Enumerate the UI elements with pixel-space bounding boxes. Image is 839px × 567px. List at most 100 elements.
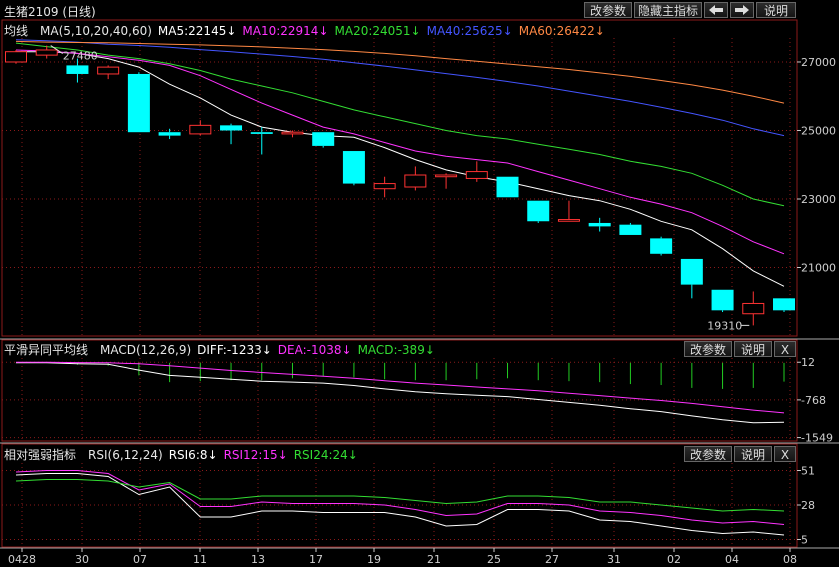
candle[interactable]	[650, 236, 673, 256]
panel-frame	[1, 443, 798, 548]
macd-legend-item: DIFF:-1233↓	[197, 343, 272, 357]
rsi-close-button[interactable]: X	[774, 446, 796, 462]
candle[interactable]	[711, 289, 734, 313]
candle-body-up	[189, 124, 212, 135]
candle[interactable]	[281, 130, 304, 138]
candle-body-down	[66, 65, 89, 74]
candle[interactable]	[5, 49, 27, 64]
candle[interactable]	[66, 58, 89, 83]
main-y-tick-label: 23000	[801, 193, 836, 206]
ma-legend-item: MA(5,10,20,40,60)	[40, 24, 152, 38]
prev-button[interactable]	[704, 2, 728, 18]
candle[interactable]	[465, 161, 488, 182]
candle[interactable]	[680, 258, 703, 299]
high-price-label: 27480	[63, 50, 98, 63]
candle[interactable]	[557, 200, 580, 222]
candle[interactable]	[220, 123, 243, 145]
help-button-main[interactable]: 说明	[756, 2, 796, 18]
ma-line-ma60	[15, 40, 785, 104]
candle-body-down	[342, 151, 365, 184]
panel-frame	[1, 19, 798, 337]
candle-body-up	[97, 66, 120, 75]
main-y-tick-label: 27000	[801, 56, 836, 69]
macd-legend-item: DEA:-1038↓	[277, 343, 352, 357]
high-pointer	[50, 45, 63, 54]
window-title: 生猪2109 (日线)	[4, 5, 96, 19]
rsi-indicator-name: 相对强弱指标	[4, 448, 77, 462]
candle[interactable]	[742, 291, 765, 326]
arrow-right-icon	[735, 5, 749, 15]
candle[interactable]	[127, 72, 150, 133]
ma-legend-item: MA5:22145↓	[157, 24, 237, 38]
candle[interactable]	[189, 120, 212, 136]
ma-legend-item: MA20:24051↓	[334, 24, 421, 38]
candle[interactable]	[342, 151, 365, 186]
ma-line-ma20	[15, 42, 785, 207]
main-y-tick-label: 21000	[801, 261, 836, 274]
candle[interactable]	[158, 128, 181, 140]
macd-plot-area	[15, 361, 785, 424]
rsi-legend-item: RSI12:15↓	[223, 448, 288, 462]
panel-frame	[1, 339, 798, 442]
candle-body-up	[5, 51, 27, 63]
x-tick-label: 08	[783, 553, 797, 566]
x-tick-label: 27	[545, 553, 559, 566]
candle[interactable]	[527, 200, 550, 223]
candle-body-down	[220, 125, 243, 131]
candle[interactable]	[373, 176, 396, 198]
candle-body-up	[373, 183, 396, 190]
candle-body-down	[711, 289, 734, 311]
rsi-legend-item: RSI(6,12,24)	[88, 448, 163, 462]
candle[interactable]	[312, 132, 335, 148]
x-tick-label: 07	[133, 553, 147, 566]
rsi-y-tick-label: 51	[801, 465, 815, 478]
candle-body-up	[435, 174, 458, 178]
x-tick-label: 21	[427, 553, 441, 566]
x-tick-label: 0428	[8, 553, 36, 566]
rsi-help-button[interactable]: 说明	[734, 446, 772, 462]
candle[interactable]	[97, 65, 120, 80]
macd-close-button[interactable]: X	[774, 341, 796, 357]
x-tick-label: 02	[667, 553, 681, 566]
macd-params-button[interactable]: 改参数	[684, 341, 732, 357]
candle[interactable]	[619, 222, 642, 235]
rsi-y-tick-label: 5	[801, 534, 808, 547]
ma-line-ma10	[15, 49, 785, 255]
candle[interactable]	[404, 166, 427, 191]
macd-y-tick-label: -1549	[801, 432, 833, 445]
candle[interactable]	[588, 217, 611, 232]
candle-body-up	[35, 49, 58, 56]
candle-body-down	[680, 258, 703, 285]
rsi-params-button[interactable]: 改参数	[684, 446, 732, 462]
ma-legend: 均线 MA(5,10,20,40,60) MA5:22145↓ MA10:22914↓…	[4, 22, 617, 39]
candle[interactable]	[35, 45, 58, 59]
candle-body-down	[588, 222, 611, 227]
next-button[interactable]	[730, 2, 754, 18]
candle[interactable]	[250, 127, 273, 155]
x-tick-label: 25	[487, 553, 501, 566]
ma-line-ma40	[15, 39, 785, 137]
candle[interactable]	[496, 176, 519, 198]
candle[interactable]	[773, 298, 795, 313]
candle-body-down	[496, 176, 519, 198]
candle-body-down	[158, 132, 181, 136]
rsi-y-tick-label: 28	[801, 499, 815, 512]
candle-body-up	[742, 302, 765, 315]
params-button[interactable]: 改参数	[584, 2, 632, 18]
candle-body-down	[250, 132, 273, 134]
rsi-legend-item: RSI6:8↓	[168, 448, 218, 462]
macd-legend-items: MACD(12,26,9) DIFF:-1233↓ DEA:-1038↓ MACD:-…	[94, 343, 441, 357]
candle-body-down	[127, 73, 150, 133]
hide-main-indicator-button[interactable]: 隐藏主指标	[634, 2, 702, 18]
macd-line-dea	[16, 361, 785, 414]
rsi-line-rsi6	[15, 473, 785, 536]
rsi-plot-area	[15, 470, 785, 536]
x-tick-label: 04	[725, 553, 739, 566]
candle[interactable]	[435, 173, 458, 189]
candle-body-up	[465, 171, 488, 179]
grid-lines	[0, 19, 839, 549]
macd-line-diff	[16, 362, 785, 424]
macd-help-button[interactable]: 说明	[734, 341, 772, 357]
rsi-legend-item: RSI24:24↓	[293, 448, 358, 462]
